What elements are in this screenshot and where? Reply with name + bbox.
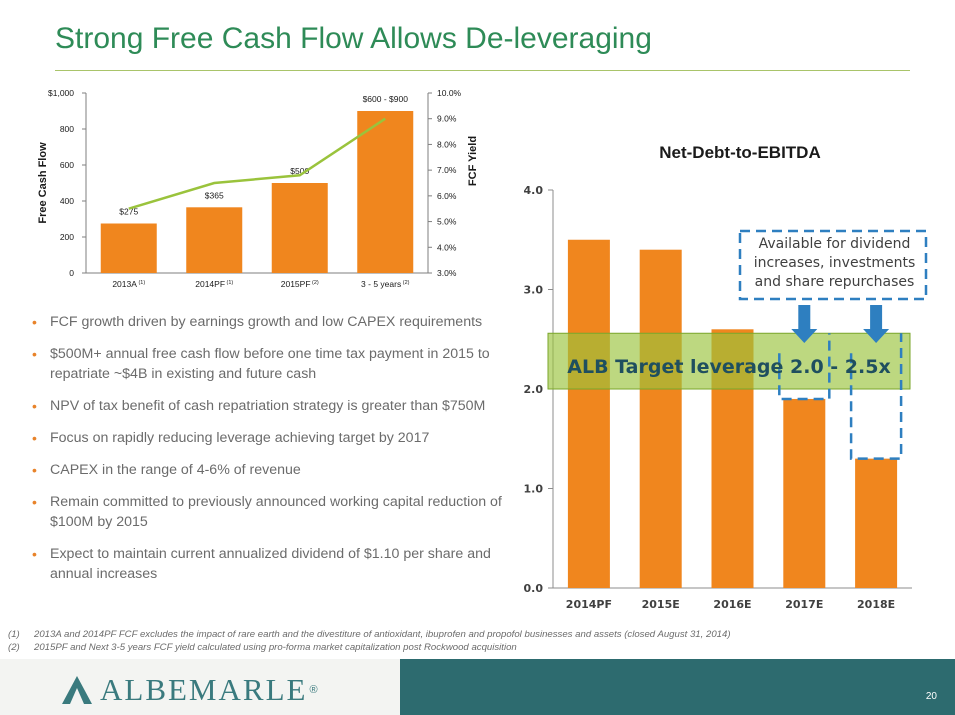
albemarle-mark-icon [62, 676, 92, 704]
bullet-text: Remain committed to previously announced… [50, 494, 502, 530]
nd-ytick-label: 2.0 [524, 383, 544, 396]
fcf-data-label: $275 [119, 207, 138, 217]
nd-ytick-label: 0.0 [524, 582, 544, 595]
bullet-icon: • [32, 314, 37, 330]
footnote-text: 2015PF and Next 3-5 years FCF yield calc… [34, 642, 517, 653]
fcf-y2tick-label: 10.0% [437, 88, 462, 98]
net-debt-chart-title: Net-Debt-to-EBITDA [659, 143, 821, 162]
fcf-y2label: FCF Yield [467, 136, 479, 186]
target-leverage-label: ALB Target leverage 2.0 - 2.5x [567, 356, 891, 378]
fcf-ytick-label: 0 [69, 268, 74, 278]
fcf-y2tick-label: 6.0% [437, 191, 457, 201]
bullet-item: • CAPEX in the range of 4-6% of revenue [30, 460, 505, 480]
company-logo: ALBEMARLE ® [62, 672, 318, 708]
bullet-text: $500M+ annual free cash flow before one … [50, 346, 490, 382]
bullet-item: • NPV of tax benefit of cash repatriation… [30, 396, 505, 416]
target-band [547, 332, 911, 390]
nd-category-label: 2018E [857, 598, 895, 611]
callout-text: Available for dividend increases, invest… [753, 236, 916, 290]
fcf-y2tick-label: 4.0% [437, 242, 457, 252]
fcf-bar [100, 223, 157, 273]
fcf-category-label: 3 - 5 years (2) [361, 279, 410, 289]
nd-ytick-label: 4.0 [524, 184, 544, 197]
bullet-icon: • [32, 346, 37, 362]
bullet-text: NPV of tax benefit of cash repatriation … [50, 398, 486, 414]
page-number: 20 [925, 691, 937, 702]
fcf-y2tick-label: 5.0% [437, 217, 457, 227]
nd-bar [639, 249, 682, 588]
fcf-category-label: 2013A (1) [112, 279, 145, 289]
fcf-yield-line [128, 117, 386, 210]
fcf-bar [186, 207, 243, 273]
footer-logo-area [0, 659, 400, 715]
fcf-category-note: (2) [311, 280, 319, 286]
down-arrow-icon [863, 305, 890, 343]
nd-category-label: 2017E [785, 598, 823, 611]
nd-bar [855, 458, 898, 588]
fcf-y2tick-label: 7.0% [437, 165, 457, 175]
fcf-category-note: (1) [137, 280, 145, 286]
fcf-ytick-label: $1,000 [48, 88, 74, 98]
nd-bar [567, 239, 610, 588]
fcf-y2tick-label: 9.0% [437, 114, 457, 124]
bullet-icon: • [32, 462, 37, 478]
footnote: (2) 2015PF and Next 3-5 years FCF yield c… [8, 641, 731, 654]
fcf-category-note: (1) [225, 280, 233, 286]
footnote: (1) 2013A and 2014PF FCF excludes the imp… [8, 628, 731, 641]
down-arrow-icon [791, 305, 818, 343]
fcf-ytick-label: 600 [60, 160, 74, 170]
bullet-list: • FCF growth driven by earnings growth an… [30, 312, 505, 596]
fcf-category-label: 2015PF (2) [281, 279, 319, 289]
logo-text: ALBEMARLE [100, 672, 308, 707]
bullet-text: Expect to maintain current annualized di… [50, 546, 491, 582]
bullet-item: • $500M+ annual free cash flow before one… [30, 344, 505, 384]
nd-ytick-label: 1.0 [524, 483, 544, 496]
fcf-ytick-label: 200 [60, 232, 74, 242]
headroom-dashed-box [849, 333, 903, 460]
footnote-number: (1) [8, 629, 20, 640]
fcf-ytick-label: 400 [60, 196, 74, 206]
bullet-icon: • [32, 430, 37, 446]
footnote-text: 2013A and 2014PF FCF excludes the impact… [34, 629, 731, 640]
fcf-y2tick-label: 8.0% [437, 139, 457, 149]
fcf-ytick-label: 800 [60, 124, 74, 134]
bullet-icon: • [32, 494, 37, 510]
fcf-data-label: $500 [290, 166, 309, 176]
headroom-dashed-box [778, 333, 831, 401]
fcf-data-label: $600 - $900 [363, 94, 409, 104]
bullet-text: CAPEX in the range of 4-6% of revenue [50, 462, 301, 478]
nd-category-label: 2014PF [566, 598, 612, 611]
fcf-category-note: (2) [401, 280, 409, 286]
footnotes: (1) 2013A and 2014PF FCF excludes the imp… [8, 628, 731, 654]
bullet-icon: • [32, 398, 37, 414]
nd-category-label: 2016E [713, 598, 751, 611]
slide-title: Strong Free Cash Flow Allows De-leveragi… [55, 22, 652, 55]
nd-ytick-label: 3.0 [524, 284, 544, 297]
bullet-item: • Focus on rapidly reducing leverage achi… [30, 428, 505, 448]
fcf-bar [271, 183, 328, 273]
fcf-category-label: 2014PF (1) [195, 279, 233, 289]
footnote-number: (2) [8, 642, 20, 653]
bullet-text: FCF growth driven by earnings growth and… [50, 314, 483, 330]
title-divider [55, 70, 910, 71]
fcf-data-label: $365 [205, 190, 224, 200]
registered-mark: ® [309, 684, 318, 696]
fcf-y2tick-label: 3.0% [437, 268, 457, 278]
bullet-item: • FCF growth driven by earnings growth an… [30, 312, 505, 332]
bullet-text: Focus on rapidly reducing leverage achie… [50, 430, 430, 446]
fcf-bar [357, 111, 414, 273]
nd-category-label: 2015E [642, 598, 680, 611]
bullet-item: • Remain committed to previously announce… [30, 492, 505, 532]
callout-box [738, 229, 928, 301]
bullet-icon: • [32, 546, 37, 562]
bullet-item: • Expect to maintain current annualized d… [30, 544, 505, 584]
nd-bar [783, 398, 826, 588]
fcf-ylabel: Free Cash Flow [37, 142, 49, 224]
